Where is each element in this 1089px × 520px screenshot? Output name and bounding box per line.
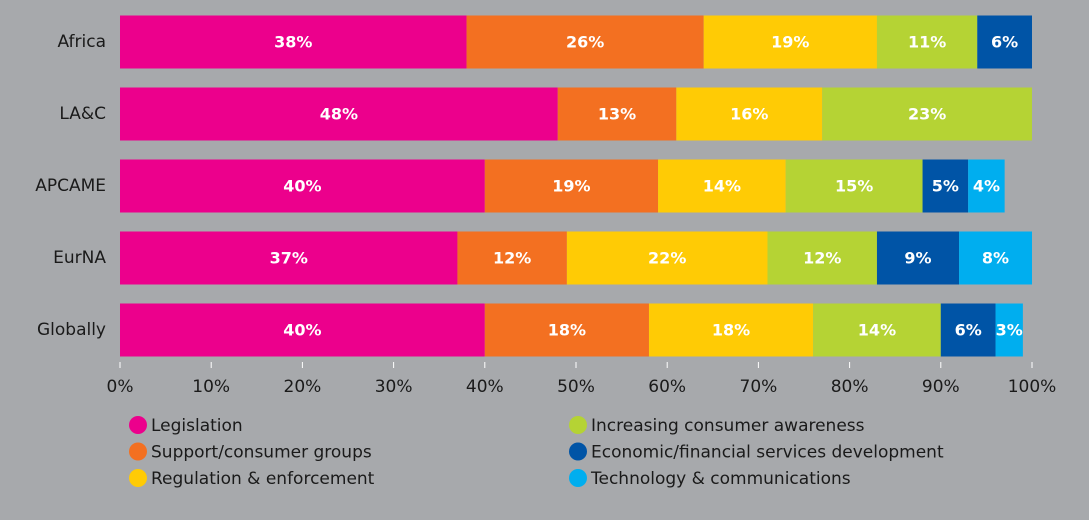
- bar-segment: [484, 303, 649, 357]
- data-label: 14%: [703, 177, 741, 196]
- bar-segment: [813, 303, 941, 357]
- bar-segment: [977, 15, 1032, 69]
- data-label: 8%: [982, 249, 1009, 268]
- data-label: 19%: [771, 33, 809, 52]
- data-label: 6%: [955, 321, 982, 340]
- x-tick-label: 30%: [375, 377, 413, 397]
- legend-marker: [569, 416, 587, 434]
- legend-label: Economic/financial services development: [591, 443, 944, 463]
- data-label: 26%: [566, 33, 604, 52]
- bar-segment: [658, 159, 786, 213]
- data-label: 19%: [552, 177, 590, 196]
- y-tick-label: APCAME: [35, 176, 106, 196]
- data-label: 12%: [803, 249, 841, 268]
- x-tick-label: 20%: [284, 377, 322, 397]
- bar-segment: [876, 231, 960, 285]
- bar-segment: [959, 231, 1032, 285]
- legend-marker: [569, 469, 587, 487]
- x-tick-label: 40%: [466, 377, 504, 397]
- x-tick-label: 90%: [922, 377, 960, 397]
- legend-label: Increasing consumer awareness: [591, 416, 865, 436]
- bar-segment: [703, 15, 877, 69]
- data-label: 16%: [730, 105, 768, 124]
- legend-marker: [129, 442, 147, 461]
- bar-segment: [785, 159, 923, 213]
- legend-label: Regulation & enforcement: [151, 469, 375, 489]
- x-tick-label: 60%: [648, 377, 686, 397]
- data-label: 11%: [908, 33, 946, 52]
- data-label: 38%: [274, 33, 312, 52]
- data-label: 37%: [270, 249, 308, 268]
- data-label: 14%: [858, 321, 896, 340]
- legend-label: Support/consumer groups: [151, 443, 372, 463]
- bar-segment: [648, 303, 814, 357]
- legend-marker: [129, 469, 147, 487]
- bar-segment: [457, 231, 567, 285]
- y-tick-label: Africa: [58, 32, 107, 52]
- data-label: 15%: [835, 177, 873, 196]
- data-label: 4%: [973, 177, 1000, 196]
- data-label: 12%: [493, 249, 531, 268]
- bar-segment: [120, 159, 485, 213]
- bar-segment: [484, 159, 659, 213]
- bar-segment: [995, 303, 1023, 357]
- legend-marker: [569, 442, 587, 461]
- bar-segment: [120, 303, 485, 357]
- bar-segment: [566, 231, 768, 285]
- bar-segment: [876, 15, 978, 69]
- legend-marker: [129, 416, 147, 434]
- data-label: 9%: [904, 249, 931, 268]
- bar-segment: [120, 231, 458, 285]
- x-tick-label: 0%: [107, 377, 134, 397]
- bar-segment: [822, 87, 1032, 141]
- data-label: 18%: [548, 321, 586, 340]
- data-label: 40%: [283, 321, 321, 340]
- bar-segment: [968, 159, 1005, 213]
- data-label: 6%: [991, 33, 1018, 52]
- y-tick-label: Globally: [37, 320, 106, 340]
- y-tick-label: EurNA: [53, 248, 106, 268]
- bar-segment: [922, 159, 969, 213]
- x-tick-label: 10%: [192, 377, 230, 397]
- data-label: 18%: [712, 321, 750, 340]
- x-tick-label: 80%: [831, 377, 869, 397]
- data-label: 3%: [996, 321, 1023, 340]
- x-tick-label: 100%: [1008, 377, 1057, 397]
- bar-segment: [466, 15, 704, 69]
- bar-segment: [676, 87, 823, 141]
- data-label: 40%: [283, 177, 321, 196]
- bar-segment: [120, 87, 558, 141]
- bar-segment: [940, 303, 996, 357]
- data-label: 48%: [320, 105, 358, 124]
- bar-segment: [767, 231, 877, 285]
- bar-segment: [120, 15, 467, 69]
- x-tick-label: 70%: [740, 377, 778, 397]
- data-label: 22%: [648, 249, 686, 268]
- bar-segment: [557, 87, 677, 141]
- y-tick-label: LA&C: [59, 104, 106, 124]
- x-tick-label: 50%: [557, 377, 595, 397]
- data-label: 13%: [598, 105, 636, 124]
- legend-label: Legislation: [151, 416, 243, 436]
- data-label: 23%: [908, 105, 946, 124]
- legend-label: Technology & communications: [590, 469, 851, 489]
- data-label: 5%: [932, 177, 959, 196]
